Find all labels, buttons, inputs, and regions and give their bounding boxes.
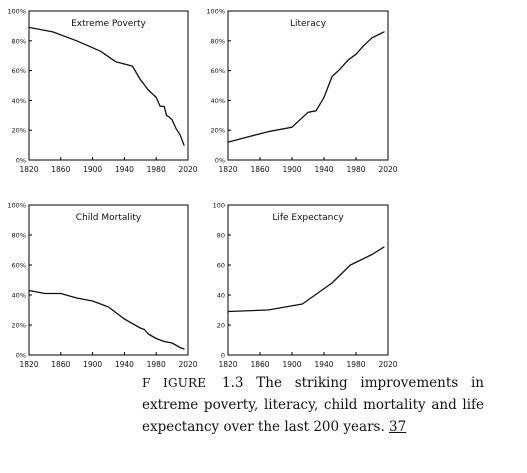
y-tick-label: 40%	[12, 97, 26, 105]
y-tick-label: 80%	[12, 37, 26, 45]
figure-label: F IGURE	[142, 376, 207, 390]
x-tick-label: 2020	[178, 165, 197, 174]
plot-frame	[227, 10, 389, 161]
figure-panel-grid: 1820 1860 1900 1940 1980 2020 0% 20% 40% 60% 80% 10…	[7, 8, 398, 370]
chart-title: Extreme Poverty	[71, 19, 146, 29]
y-tick-label: 20	[217, 322, 225, 330]
x-tick-label: 1940	[314, 360, 333, 369]
x-tick-label: 1860	[51, 360, 70, 369]
x-tick-label: 1900	[83, 165, 102, 174]
x-tick-label: 1860	[250, 165, 269, 174]
chart-panel-3: 1820 1860 1900 1940 1980 2020 0% 20% 40% 60% 80% 10…	[7, 202, 197, 370]
x-tick-label: 2020	[378, 360, 397, 369]
chart-panel-2: 1820 1860 1900 1940 1980 2020 0% 20% 40% 60% 80% 10…	[206, 8, 397, 175]
y-tick-label: 60%	[12, 262, 26, 270]
chart-title: Literacy	[290, 19, 327, 29]
x-tick-label: 1940	[115, 165, 134, 174]
y-tick-label: 20%	[211, 127, 225, 135]
y-tick-label: 100	[213, 202, 225, 210]
figure-caption: F IGURE 1.3 The striking improvements in…	[142, 372, 484, 438]
y-tick-label: 80%	[12, 232, 26, 240]
x-tick-label: 1860	[250, 360, 269, 369]
y-tick-label: 0%	[16, 352, 26, 360]
plot-frame	[28, 204, 189, 356]
x-tick-label: 1820	[19, 360, 38, 369]
y-tick-label: 100%	[7, 202, 26, 210]
plot-frame	[227, 204, 389, 356]
y-tick-label: 100%	[7, 8, 26, 16]
chart-panel-4: 1820 1860 1900 1940 1980 2020 0 20 40 60 80 100 Life…	[213, 202, 398, 370]
y-tick-label: 60%	[211, 67, 225, 75]
y-tick-label: 100%	[206, 8, 225, 16]
y-tick-label: 60	[217, 262, 225, 270]
x-tick-label: 2020	[178, 360, 197, 369]
x-tick-label: 1980	[147, 165, 166, 174]
x-tick-label: 2020	[378, 165, 397, 174]
y-tick-label: 0%	[215, 157, 225, 165]
y-tick-label: 40	[217, 292, 225, 300]
y-tick-label: 20%	[12, 127, 26, 135]
y-tick-label: 0	[221, 352, 225, 360]
y-tick-label: 40%	[211, 97, 225, 105]
x-tick-label: 1980	[147, 360, 166, 369]
chart-title: Child Mortality	[76, 213, 142, 223]
x-tick-label: 1860	[51, 165, 70, 174]
series-line	[28, 26, 185, 146]
x-tick-label: 1980	[346, 165, 365, 174]
y-tick-label: 80	[217, 232, 225, 240]
y-tick-label: 80%	[211, 37, 225, 45]
series-line	[227, 31, 385, 143]
y-tick-label: 60%	[12, 67, 26, 75]
x-tick-label: 1820	[218, 360, 237, 369]
reference-link[interactable]: 37	[389, 419, 407, 435]
caption-line-1: 1.3 The striking improvements in	[222, 375, 484, 391]
x-tick-label: 1900	[282, 165, 301, 174]
plot-frame	[28, 10, 189, 161]
caption-line-2: extreme poverty, literacy, child mortali…	[142, 397, 484, 413]
x-tick-label: 1820	[19, 165, 38, 174]
caption-line-3: expectancy over the last 200 years.	[142, 419, 385, 435]
x-tick-label: 1980	[346, 360, 365, 369]
y-tick-label: 20%	[12, 322, 26, 330]
chart-title: Life Expectancy	[272, 213, 344, 223]
x-tick-label: 1940	[314, 165, 333, 174]
x-tick-label: 1820	[218, 165, 237, 174]
x-tick-label: 1900	[83, 360, 102, 369]
series-line	[28, 289, 185, 350]
x-tick-label: 1900	[282, 360, 301, 369]
y-tick-label: 40%	[12, 292, 26, 300]
series-line	[227, 246, 385, 313]
chart-panel-1: 1820 1860 1900 1940 1980 2020 0% 20% 40% 60% 80% 10…	[7, 8, 197, 175]
y-tick-label: 0%	[16, 157, 26, 165]
x-tick-label: 1940	[115, 360, 134, 369]
